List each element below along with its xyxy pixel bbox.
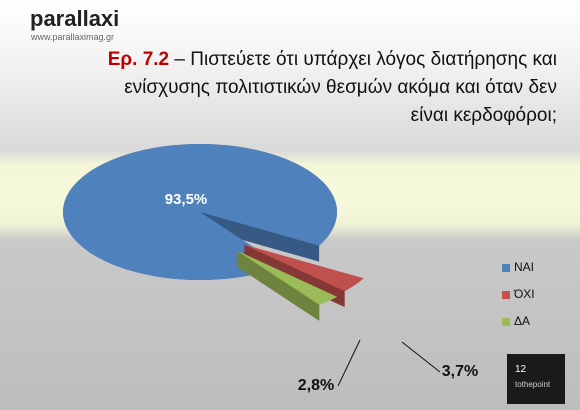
data-label: 93,5% [165, 191, 208, 208]
legend-label: ΔΑ [514, 314, 530, 328]
data-label: 3,7% [442, 363, 478, 380]
legend-swatch [502, 264, 510, 272]
legend-label: ΝΑΙ [514, 260, 534, 274]
legend-swatch [502, 318, 510, 326]
slice-side [244, 244, 364, 308]
brand: tothepoint [515, 380, 551, 389]
chart-title: Ερ. 7.2 – Πιστεύετε ότι υπάρχει λόγος δι… [95, 46, 557, 130]
logo-url: www.parallaximag.gr [31, 32, 115, 42]
leader-line [401, 341, 441, 373]
slice [244, 244, 364, 292]
footer-badge: 12 tothepoint [507, 354, 565, 404]
legend-swatch [502, 291, 510, 299]
question-text: – Πιστεύετε ότι υπάρχει λόγος διατήρησης… [124, 49, 557, 126]
slice [236, 250, 338, 305]
slice [62, 144, 337, 280]
slice-side [236, 250, 338, 321]
leader-line [337, 339, 361, 387]
page-number: 12 [515, 364, 527, 375]
legend-label: ΌΧΙ [513, 287, 535, 301]
data-label: 2,8% [298, 377, 334, 394]
logo: parallaxi [30, 6, 120, 31]
question-number: Ερ. 7.2 [107, 49, 170, 70]
